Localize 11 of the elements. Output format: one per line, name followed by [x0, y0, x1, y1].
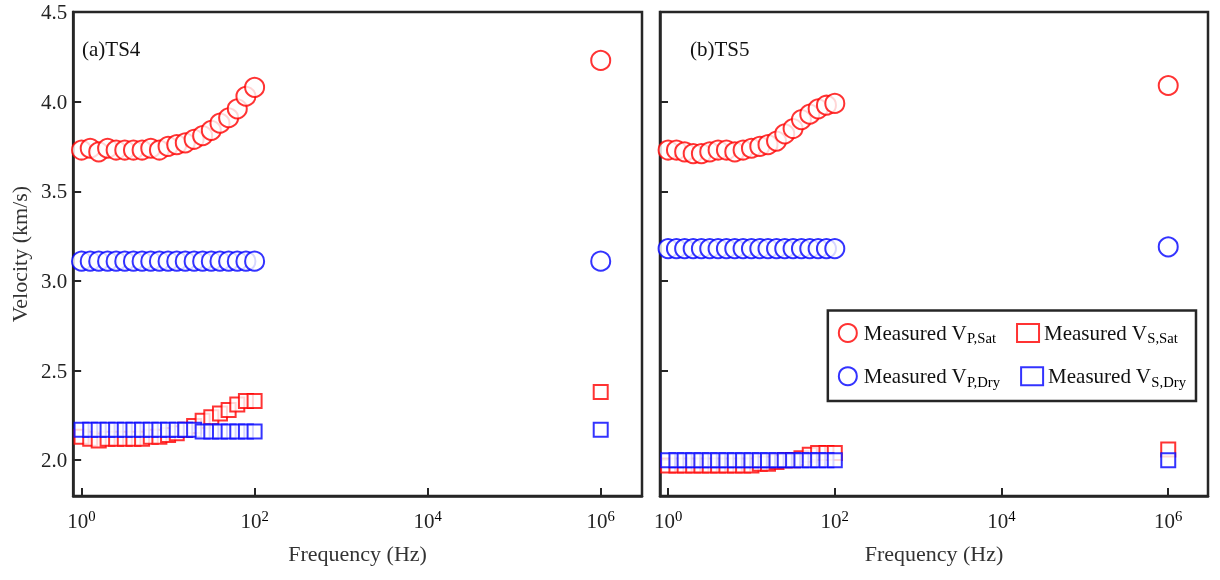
y-axis-title: Velocity (km/s)	[6, 185, 32, 323]
y-tick-label: 2.0	[40, 448, 68, 473]
x-axis-title: Frequency (Hz)	[288, 540, 427, 566]
y-tick-label: 4.0	[40, 89, 68, 114]
x-axis-title: Frequency (Hz)	[864, 540, 1004, 566]
y-tick-label: 3.5	[40, 179, 68, 204]
y-tick-label: 4.5	[40, 0, 68, 24]
y-tick-label: 3.0	[40, 268, 68, 293]
annotation: (a)TS4	[82, 36, 141, 61]
annotation: (b)TS5	[690, 36, 750, 61]
y-tick-label: 2.5	[40, 358, 68, 383]
